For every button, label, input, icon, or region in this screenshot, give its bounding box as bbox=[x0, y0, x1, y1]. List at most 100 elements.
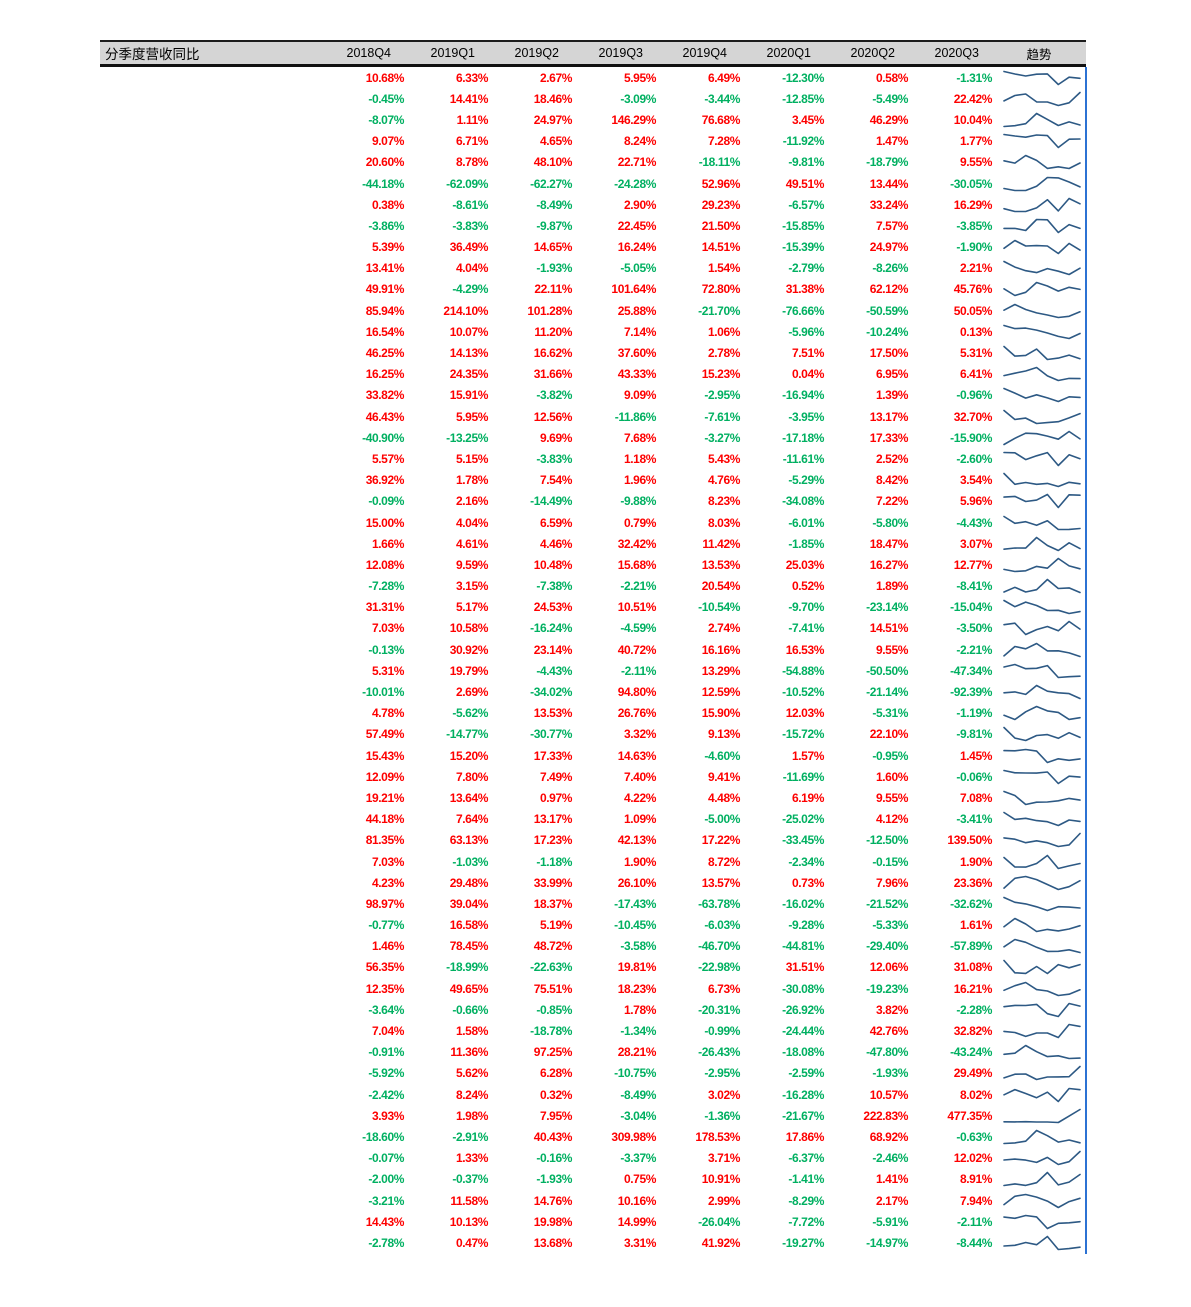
value-cell: 23.14% bbox=[533, 642, 573, 657]
trend-sparkline-icon bbox=[1003, 727, 1081, 742]
value-cell: 24.53% bbox=[533, 600, 573, 615]
value-cell: -43.24% bbox=[950, 1045, 992, 1060]
value-cell: 32.82% bbox=[953, 1024, 993, 1039]
value-cell: -62.09% bbox=[446, 176, 488, 191]
trend-cell bbox=[992, 938, 1086, 954]
value-cell: 2.21% bbox=[959, 261, 992, 276]
value-cell: 46.43% bbox=[365, 409, 405, 424]
value-cell: 32.42% bbox=[617, 536, 657, 551]
value-cell: 3.45% bbox=[791, 112, 824, 127]
value-cell: 29.23% bbox=[701, 197, 741, 212]
table-row: 12.09% 7.80% 7.49% 7.40% 9.41% -11.69% 1.60% -0… bbox=[100, 766, 1086, 787]
trend-sparkline-icon bbox=[1003, 176, 1081, 191]
value-cell: 14.63% bbox=[617, 748, 657, 763]
value-cell: -2.11% bbox=[957, 1214, 992, 1229]
value-cell: -3.83% bbox=[536, 451, 572, 466]
trend-cell bbox=[992, 112, 1086, 128]
trend-sparkline-icon bbox=[1003, 260, 1081, 276]
table-row: 10.68% 6.33% 2.67% 5.95% 6.49% -12.30% 0.58% -1… bbox=[100, 67, 1086, 88]
value-cell: 52.96% bbox=[701, 176, 741, 191]
value-cell: 3.71% bbox=[707, 1151, 740, 1166]
value-cell: -21.67% bbox=[782, 1108, 824, 1123]
value-cell: 78.45% bbox=[449, 939, 489, 954]
value-cell: 76.68% bbox=[701, 112, 741, 127]
value-cell: 14.13% bbox=[449, 346, 489, 361]
table-row: 33.82% 15.91% -3.82% 9.09% -2.95% -16.94% 1.39… bbox=[100, 385, 1086, 406]
value-cell: 8.24% bbox=[623, 134, 656, 149]
value-cell: -2.34% bbox=[788, 854, 824, 869]
column-header-2019q3: 2019Q3 bbox=[598, 46, 643, 60]
value-cell: 139.50% bbox=[947, 833, 992, 848]
value-cell: 19.21% bbox=[365, 790, 405, 805]
value-cell: 4.65% bbox=[539, 134, 572, 149]
value-cell: 0.52% bbox=[791, 579, 824, 594]
trend-sparkline-icon bbox=[1003, 1235, 1081, 1251]
trend-sparkline-icon bbox=[1003, 430, 1081, 446]
value-cell: 477.35% bbox=[947, 1108, 992, 1123]
value-cell: -8.26% bbox=[872, 261, 908, 276]
value-cell: 2.67% bbox=[539, 70, 572, 85]
value-cell: -13.25% bbox=[446, 430, 488, 445]
value-cell: -10.75% bbox=[614, 1066, 656, 1081]
value-cell: 7.14% bbox=[623, 324, 656, 339]
value-cell: 11.42% bbox=[702, 536, 740, 551]
value-cell: 31.66% bbox=[533, 367, 573, 382]
value-cell: 6.33% bbox=[455, 70, 488, 85]
value-cell: 3.54% bbox=[959, 473, 992, 488]
value-cell: 16.29% bbox=[953, 197, 993, 212]
value-cell: -0.09% bbox=[368, 494, 404, 509]
value-cell: 16.58% bbox=[449, 918, 489, 933]
value-cell: 1.58% bbox=[455, 1024, 488, 1039]
value-cell: 7.22% bbox=[875, 494, 908, 509]
value-cell: -0.37% bbox=[452, 1172, 488, 1187]
trend-cell bbox=[992, 1002, 1086, 1018]
trend-cell bbox=[992, 599, 1086, 615]
value-cell: -3.58% bbox=[620, 939, 656, 954]
value-cell: -8.29% bbox=[788, 1193, 824, 1208]
trend-sparkline-icon bbox=[1003, 345, 1081, 361]
table-row: 44.18% 7.64% 13.17% 1.09% -5.00% -25.02% 4.12%… bbox=[100, 809, 1086, 830]
value-cell: -19.23% bbox=[866, 981, 908, 996]
value-cell: 1.39% bbox=[875, 388, 908, 403]
trend-cell bbox=[992, 366, 1086, 382]
value-cell: 4.04% bbox=[455, 515, 488, 530]
value-cell: 9.59% bbox=[455, 557, 488, 572]
value-cell: 9.55% bbox=[875, 790, 908, 805]
table-row: 20.60% 8.78% 48.10% 22.71% -18.11% -9.81% -18.… bbox=[100, 152, 1086, 173]
trend-cell bbox=[992, 303, 1086, 319]
value-cell: -1.36% bbox=[704, 1108, 740, 1123]
value-cell: -12.85% bbox=[782, 91, 824, 106]
value-cell: -2.28% bbox=[956, 1002, 992, 1017]
table-row: -40.90% -13.25% 9.69% 7.68% -3.27% -17.18% 17.… bbox=[100, 427, 1086, 448]
right-accent-line bbox=[1084, 67, 1087, 1254]
trend-cell bbox=[992, 154, 1086, 170]
value-cell: -20.31% bbox=[698, 1002, 740, 1017]
value-cell: 50.05% bbox=[953, 303, 993, 318]
value-cell: 6.41% bbox=[959, 367, 992, 382]
trend-cell bbox=[992, 1171, 1086, 1187]
value-cell: 0.73% bbox=[791, 875, 824, 890]
value-cell: -17.43% bbox=[614, 896, 656, 911]
value-cell: 16.27% bbox=[869, 557, 909, 572]
value-cell: 20.60% bbox=[365, 155, 405, 170]
value-cell: -1.93% bbox=[536, 261, 572, 276]
value-cell: 4.04% bbox=[455, 261, 488, 276]
value-cell: -47.80% bbox=[866, 1045, 908, 1060]
value-cell: 18.46% bbox=[533, 91, 573, 106]
trend-cell bbox=[992, 1023, 1086, 1039]
value-cell: 40.72% bbox=[617, 642, 657, 657]
value-cell: 5.39% bbox=[371, 240, 404, 255]
value-cell: 9.41% bbox=[707, 769, 740, 784]
value-cell: 29.49% bbox=[953, 1066, 993, 1081]
value-cell: -12.30% bbox=[782, 70, 824, 85]
value-cell: 49.91% bbox=[365, 282, 405, 297]
value-cell: 1.77% bbox=[959, 134, 992, 149]
trend-sparkline-icon bbox=[1003, 536, 1081, 552]
value-cell: -3.27% bbox=[704, 430, 740, 445]
value-cell: 9.55% bbox=[959, 155, 992, 170]
value-cell: 0.38% bbox=[371, 197, 404, 212]
value-cell: 31.31% bbox=[365, 600, 405, 615]
value-cell: -1.85% bbox=[788, 536, 824, 551]
value-cell: 8.03% bbox=[707, 515, 740, 530]
value-cell: 11.58% bbox=[450, 1193, 488, 1208]
